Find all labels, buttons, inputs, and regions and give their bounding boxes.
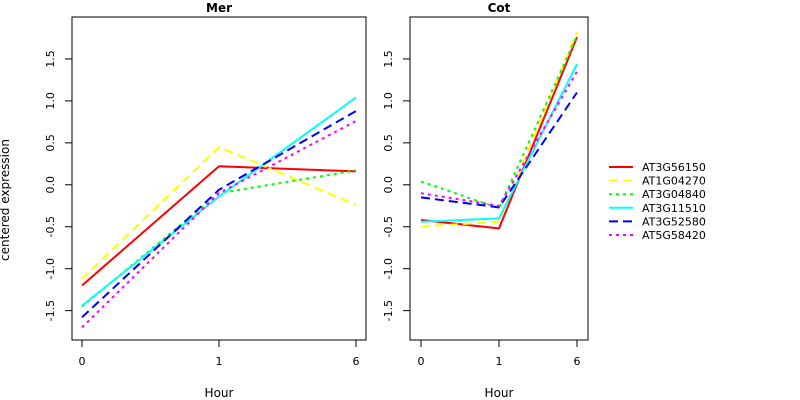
panel-title: Mer [206, 1, 232, 15]
series-line-at3g11510 [420, 63, 578, 223]
legend-label: AT3G04840 [642, 188, 706, 201]
x-tick-label: 6 [574, 355, 581, 368]
series-line-at3g52580 [420, 91, 578, 209]
x-tick-label: 1 [216, 355, 223, 368]
legend-label: AT5G58420 [642, 229, 706, 242]
x-tick-label: 0 [418, 355, 425, 368]
legend-label: AT3G52580 [642, 215, 706, 228]
x-tick-label: 0 [79, 355, 86, 368]
x-tick-label: 6 [353, 355, 360, 368]
y-tick-label: 1.0 [382, 92, 395, 110]
series-line-at3g04840 [420, 35, 578, 210]
y-tick-label: 0.5 [382, 134, 395, 152]
series-line-at3g56150 [81, 165, 357, 287]
legend-item-at5g58420: AT5G58420 [609, 229, 706, 242]
y-tick-label: 1.5 [382, 50, 395, 68]
y-tick-label: -0.5 [382, 216, 395, 237]
y-tick-label: 0.0 [382, 176, 395, 194]
y-tick-label: -1.5 [382, 300, 395, 321]
y-tick-label: 0.0 [44, 176, 57, 194]
legend-label: AT3G56150 [642, 161, 706, 174]
legend-label: AT1G04270 [642, 175, 706, 188]
y-tick-label: 0.5 [44, 134, 57, 152]
legend-item-at3g56150: AT3G56150 [609, 161, 706, 174]
panel-cot: Cot -1.5 -1.0 -0.5 0.0 0.5 1.0 1.5 0 1 6 Hour [382, 1, 589, 400]
y-tick-label: -1.0 [382, 258, 395, 279]
panel-title: Cot [488, 1, 511, 15]
y-tick-label: -1.0 [44, 258, 57, 279]
y-tick-label: 1.0 [44, 92, 57, 110]
series-line-at3g52580 [81, 110, 357, 319]
y-tick-label: -0.5 [44, 216, 57, 237]
legend-label: AT3G11510 [642, 202, 706, 215]
legend-item-at3g52580: AT3G52580 [609, 215, 706, 228]
panel-mer: Mer -1.5 -1.0 -0.5 0.0 0.5 1.0 1.5 0 1 6 Hour [44, 1, 367, 400]
y-tick-label: -1.5 [44, 300, 57, 321]
x-axis-label: Hour [485, 386, 514, 400]
series-line-at1g04270 [81, 145, 357, 280]
y-axis-label: centered expression [0, 139, 12, 261]
chart-panels: Mer -1.5 -1.0 -0.5 0.0 0.5 1.0 1.5 0 1 6 Hour Cot -1.… [44, 1, 589, 400]
series-line-at3g56150 [420, 36, 578, 230]
legend-item-at3g04840: AT3G04840 [609, 188, 706, 201]
series-line-at5g58420 [420, 70, 578, 207]
y-tick-label: 1.5 [44, 50, 57, 68]
legend-item-at3g11510: AT3G11510 [609, 202, 706, 215]
series-line-at5g58420 [81, 120, 357, 329]
legend-item-at1g04270: AT1G04270 [609, 175, 706, 188]
legend: AT3G56150AT1G04270AT3G04840AT3G11510AT3G… [609, 161, 706, 242]
x-tick-label: 1 [496, 355, 503, 368]
x-axis-label: Hour [205, 386, 234, 400]
plot-frame [409, 16, 589, 341]
series-line-at1g04270 [420, 31, 578, 228]
series-line-at3g11510 [81, 96, 357, 307]
plot-frame [71, 16, 367, 341]
